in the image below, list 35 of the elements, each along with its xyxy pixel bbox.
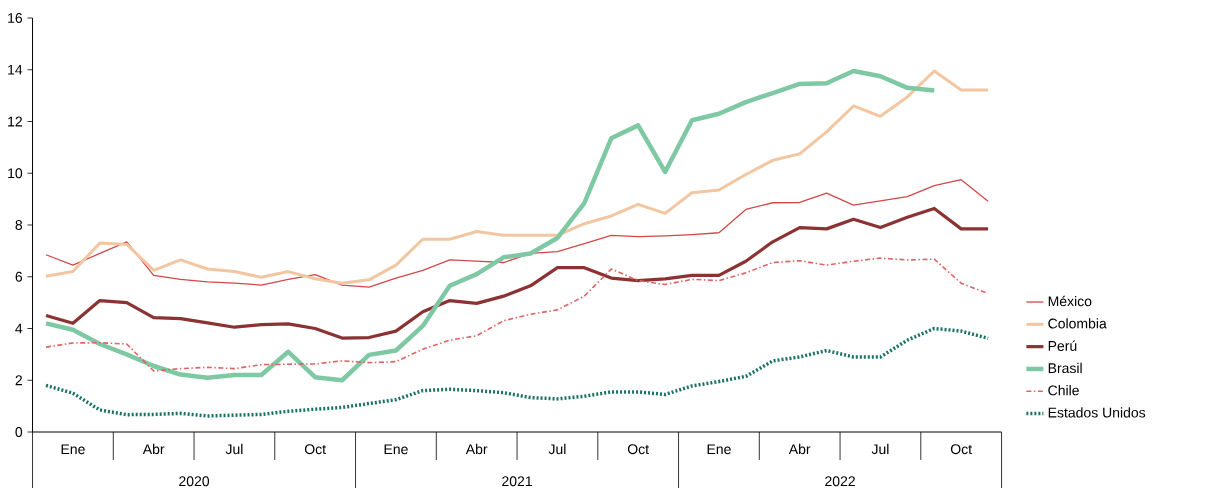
y-tick-label: 12 — [8, 116, 22, 127]
line-series — [45, 179, 989, 288]
y-tick-label: 10 — [8, 168, 23, 179]
x-tick-label: Abr — [788, 443, 811, 455]
text: 2020 — [179, 476, 210, 487]
legend-label: Brasil — [1048, 362, 1082, 374]
y-tick-label: 6 — [15, 271, 23, 282]
x-tick-label: Ene — [384, 444, 408, 455]
line-series — [44, 326, 990, 418]
legend-label: Estados Unidos — [1048, 407, 1146, 418]
y-tick-label: 2 — [15, 375, 22, 386]
line-series — [43, 68, 937, 383]
x-tick-label: Oct — [304, 444, 326, 455]
line-series — [44, 206, 990, 340]
y-tick-label: 14 — [8, 64, 23, 75]
x-tick-label: Abr — [142, 443, 165, 455]
x-tick-label: Jul — [225, 443, 243, 455]
x-tick-label: Jul — [548, 443, 566, 455]
x-tick-label: Ene — [707, 444, 731, 455]
line-series — [45, 257, 989, 372]
y-tick-label: 4 — [15, 323, 23, 334]
legend-label: México — [1048, 295, 1092, 307]
legend-label: Perú — [1048, 340, 1077, 351]
x-tick-label: Oct — [627, 444, 649, 455]
x-tick-label: Ene — [61, 444, 85, 455]
y-tick-label: 8 — [15, 220, 23, 230]
text: 2022 — [825, 476, 855, 487]
legend-label: Chile — [1048, 385, 1079, 396]
x-tick-label: Oct — [950, 444, 972, 455]
x-tick-label: Jul — [871, 443, 889, 455]
text: 2021 — [502, 476, 532, 487]
y-tick-label: 16 — [8, 13, 23, 23]
legend-label: Colombia — [1048, 318, 1107, 329]
y-tick-label: 0 — [15, 427, 23, 437]
x-tick-label: Abr — [465, 443, 488, 455]
